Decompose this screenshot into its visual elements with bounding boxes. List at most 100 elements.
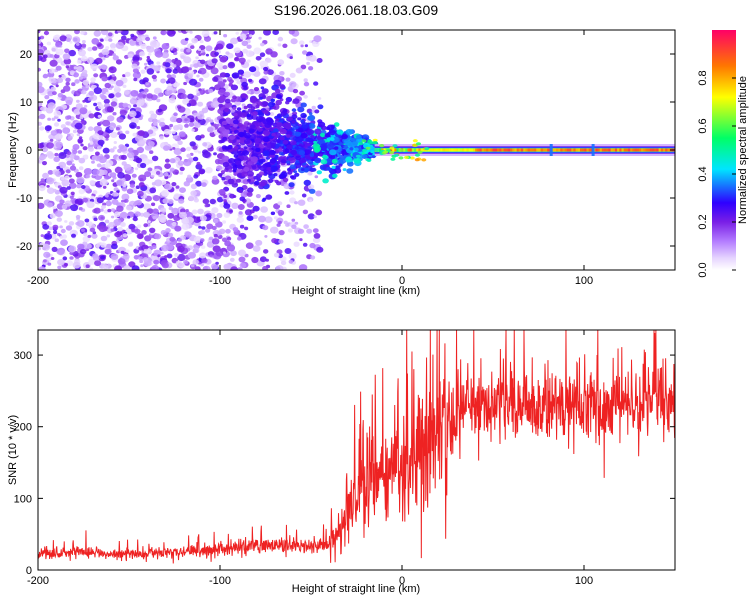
- signal-wiggle: [416, 142, 421, 146]
- noise-blob: [216, 196, 224, 203]
- noise-blob: [164, 163, 172, 170]
- noise-blob: [110, 208, 116, 212]
- noise-blob: [191, 128, 195, 132]
- noise-blob: [49, 138, 54, 142]
- noise-blob: [138, 139, 146, 145]
- noise-blob: [133, 77, 138, 82]
- noise-blob: [195, 56, 199, 60]
- noise-blob: [276, 223, 281, 227]
- noise-blob: [216, 123, 220, 127]
- noise-blob: [62, 234, 67, 239]
- noise-blob: [177, 238, 183, 242]
- funnel-blob: [341, 134, 348, 140]
- funnel-blob: [248, 78, 253, 83]
- signal-core: [580, 148, 583, 152]
- noise-blob: [88, 90, 95, 96]
- funnel-blob: [300, 119, 305, 123]
- signal-core: [525, 148, 528, 152]
- noise-blob: [169, 123, 174, 128]
- noise-blob: [199, 215, 207, 222]
- noise-blob: [91, 233, 98, 239]
- noise-blob: [207, 127, 214, 133]
- funnel-blob: [286, 160, 291, 164]
- signal-core: [518, 148, 522, 152]
- noise-blob: [80, 31, 85, 35]
- noise-blob: [39, 126, 45, 131]
- funnel-blob: [316, 170, 322, 175]
- funnel-blob: [254, 143, 259, 147]
- noise-blob: [289, 197, 297, 204]
- noise-blob: [99, 121, 103, 125]
- noise-blob: [159, 251, 164, 255]
- funnel-blob: [224, 98, 231, 104]
- funnel-blob: [291, 108, 297, 112]
- noise-blob: [137, 233, 144, 239]
- noise-blob: [156, 61, 161, 65]
- noise-blob: [138, 41, 143, 46]
- noise-blob: [151, 202, 156, 207]
- noise-blob: [55, 48, 64, 56]
- noise-blob: [47, 90, 54, 97]
- funnel-blob: [331, 165, 336, 170]
- funnel-blob: [241, 81, 249, 88]
- noise-blob: [293, 241, 300, 247]
- noise-blob: [115, 41, 125, 50]
- noise-blob: [179, 187, 186, 194]
- noise-blob: [44, 95, 50, 100]
- noise-blob: [104, 194, 109, 198]
- noise-blob: [316, 246, 324, 253]
- noise-blob: [77, 57, 82, 61]
- noise-blob: [116, 116, 124, 123]
- signal-core: [379, 148, 382, 152]
- noise-blob: [157, 108, 162, 113]
- noise-blob: [249, 34, 253, 38]
- noise-blob: [189, 141, 196, 147]
- funnel-blob: [311, 167, 317, 172]
- noise-blob: [54, 152, 59, 157]
- noise-blob: [160, 207, 167, 213]
- noise-blob: [38, 86, 45, 94]
- funnel-blob: [224, 146, 229, 150]
- funnel-blob: [262, 130, 269, 135]
- colorbar-tick-label: 0.2: [697, 214, 709, 229]
- noise-blob: [69, 40, 73, 44]
- funnel-blob: [271, 132, 276, 137]
- noise-blob: [99, 208, 104, 212]
- noise-blob: [102, 147, 110, 154]
- noise-blob: [232, 227, 239, 232]
- signal-core: [542, 148, 546, 152]
- noise-blob: [61, 179, 70, 187]
- noise-blob: [89, 141, 94, 145]
- signal-core: [601, 148, 605, 152]
- funnel-blob: [263, 109, 269, 115]
- noise-blob: [67, 133, 71, 137]
- noise-blob: [193, 174, 199, 179]
- funnel-blob: [288, 117, 293, 121]
- noise-blob: [152, 36, 157, 40]
- noise-blob: [38, 81, 43, 88]
- noise-blob: [93, 87, 102, 95]
- noise-blob: [150, 174, 155, 178]
- noise-blob: [62, 53, 71, 60]
- noise-blob: [51, 246, 58, 252]
- funnel-blob: [247, 122, 252, 126]
- signal-core: [492, 148, 495, 152]
- noise-blob: [78, 207, 83, 211]
- funnel-blob: [262, 101, 269, 107]
- noise-blob: [229, 257, 235, 262]
- signal-core: [599, 148, 603, 152]
- noise-blob: [314, 175, 319, 179]
- noise-blob: [313, 81, 319, 86]
- funnel-blob: [326, 124, 335, 131]
- signal-wiggle: [398, 148, 404, 152]
- noise-blob: [74, 122, 83, 130]
- signal-wiggle: [365, 158, 371, 162]
- noise-blob: [69, 256, 74, 260]
- noise-blob: [124, 106, 130, 111]
- noise-blob: [110, 215, 115, 219]
- noise-blob: [238, 211, 243, 215]
- noise-blob: [230, 37, 238, 45]
- noise-blob: [167, 212, 175, 219]
- funnel-blob: [303, 167, 310, 172]
- noise-blob: [154, 50, 163, 58]
